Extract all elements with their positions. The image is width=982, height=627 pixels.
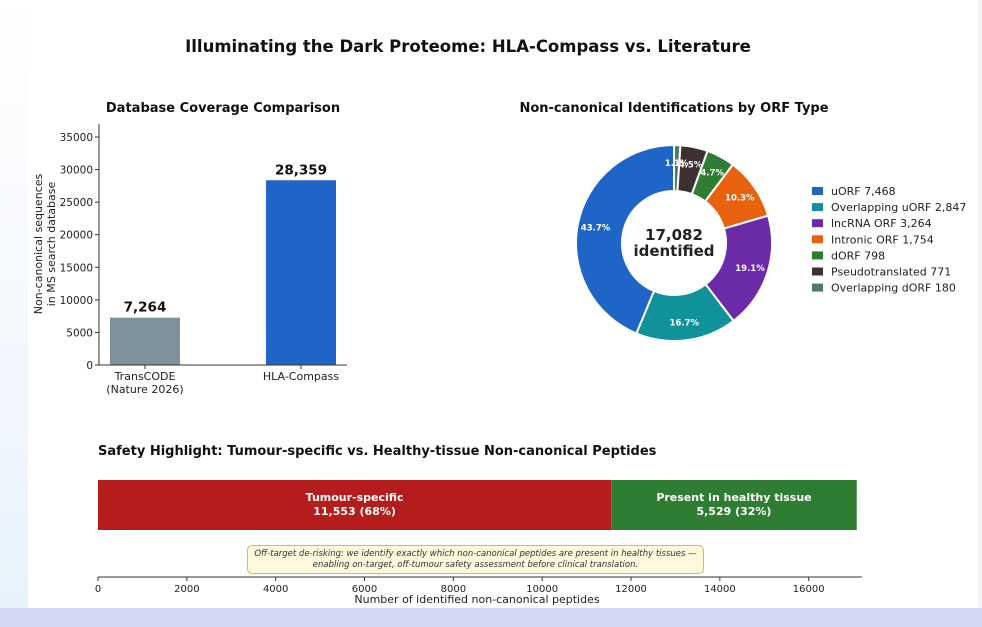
coverage-bar-chart: Database Coverage Comparison Non-canonic… <box>32 101 347 396</box>
bar-y-tick-label: 20000 <box>60 230 93 242</box>
donut-percent-label: 4.5% <box>679 161 703 171</box>
bar-y-tick-label: 15000 <box>60 262 93 274</box>
bar-y-tick-label: 25000 <box>60 197 93 209</box>
donut-legend: uORF 7,468 Overlapping uORF 2,847 lncRNA O… <box>812 185 966 295</box>
bar <box>266 180 336 365</box>
donut-slices <box>575 143 773 342</box>
legend-swatch <box>812 203 823 212</box>
safety-segment-name: Present in healthy tissue <box>656 491 811 504</box>
legend-label: Overlapping dORF 180 <box>831 282 956 295</box>
bar-value-label: 28,359 <box>275 162 327 178</box>
legend-swatch <box>812 251 823 260</box>
donut-slice <box>575 143 675 335</box>
legend-swatch <box>812 219 823 228</box>
safety-x-tick-label: 6000 <box>352 584 377 595</box>
safety-annotation: Off-target de-risking: we identify exact… <box>247 545 704 574</box>
legend-label: Overlapping uORF 2,847 <box>831 201 966 214</box>
safety-annotation-text: Off-target de-risking: we identify exact… <box>254 548 697 570</box>
safety-x-axis: 0 2000 4000 6000 8000 10000 12000 14000 16000 <box>95 576 862 595</box>
safety-x-tick-label: 8000 <box>441 584 466 595</box>
safety-segment-value: 11,553 (68%) <box>313 505 396 518</box>
legend-label: lncRNA ORF 3,264 <box>831 217 932 230</box>
bar-category-label: TransCODE <box>114 370 176 383</box>
donut-percent-labels: 1.1%4.5%4.7% 10.3% 19.1% 16.7% 43.7% <box>581 159 765 328</box>
bar-value-label: 7,264 <box>124 300 167 316</box>
legend-swatch <box>812 187 823 195</box>
bar-y-tick-label: 0 <box>86 360 93 372</box>
bar-y-tick-label: 30000 <box>60 165 93 177</box>
safety-segment <box>611 480 857 530</box>
safety-segment-value: 5,529 (32%) <box>696 505 771 518</box>
bar-chart-bars: 7,264 28,359 <box>110 162 336 365</box>
donut-percent-label: 1.1% <box>665 159 689 169</box>
bar-y-tick-label: 5000 <box>66 327 93 339</box>
donut-center-count: 17,082 <box>645 226 703 244</box>
page-background-right <box>978 0 982 608</box>
bar-chart-y-label: Non-canonical sequences in MS search data… <box>32 173 58 314</box>
legend-label: dORF 798 <box>831 249 885 262</box>
safety-x-label: Number of identified non-canonical pepti… <box>354 593 599 606</box>
legend-swatch <box>812 283 823 292</box>
legend-swatch <box>812 267 823 276</box>
bar-y-label-line: in MS search database <box>45 182 58 307</box>
bar-category-label: HLA-Compass <box>263 370 339 383</box>
legend-label: Pseudotranslated 771 <box>831 266 951 279</box>
safety-x-tick-label: 16000 <box>793 584 825 595</box>
safety-x-tick-label: 0 <box>95 584 101 595</box>
safety-x-tick-label: 4000 <box>263 584 288 595</box>
legend-swatch <box>812 235 823 244</box>
donut-percent-label: 4.7% <box>700 169 724 179</box>
safety-segment <box>98 480 612 530</box>
page-bottom-bar <box>0 608 982 627</box>
donut-center-caption: identified <box>633 242 714 260</box>
safety-x-tick-label: 2000 <box>174 584 199 595</box>
legend-label: uORF 7,468 <box>831 185 896 198</box>
bar-y-tick-label: 10000 <box>60 295 93 307</box>
safety-stacked-bar: Safety Highlight: Tumour-specific vs. He… <box>95 444 862 606</box>
donut-percent-label: 16.7% <box>670 318 700 328</box>
orf-donut-chart: Non-canonical Identifications by ORF Typ… <box>519 101 966 342</box>
legend-label: Intronic ORF 1,754 <box>831 233 934 246</box>
safety-x-tick-label: 10000 <box>526 584 558 595</box>
bar <box>110 317 180 365</box>
safety-x-tick-label: 12000 <box>615 584 647 595</box>
donut-percent-label: 19.1% <box>735 264 765 274</box>
donut-percent-label: 10.3% <box>725 194 755 204</box>
donut-percent-label: 43.7% <box>581 223 611 233</box>
safety-segment-name: Tumour-specific <box>306 491 404 504</box>
bar-chart-title: Database Coverage Comparison <box>106 101 340 116</box>
bar-chart-x-axis: TransCODE(Nature 2026) HLA-Compass <box>99 364 347 396</box>
bar-category-label: (Nature 2026) <box>106 383 183 396</box>
bar-chart-y-axis: 0 5000 10000 15000 20000 25000 30000 35000 <box>60 124 100 372</box>
safety-x-tick-label: 14000 <box>704 584 736 595</box>
page-background-left <box>0 0 28 608</box>
figure-title: Illuminating the Dark Proteome: HLA-Comp… <box>185 37 751 56</box>
bar-y-tick-label: 35000 <box>60 132 93 144</box>
figure: Illuminating the Dark Proteome: HLA-Comp… <box>32 37 966 606</box>
bar-y-label-line: Non-canonical sequences <box>32 173 45 314</box>
safety-chart-title: Safety Highlight: Tumour-specific vs. He… <box>98 444 657 459</box>
pie-chart-title: Non-canonical Identifications by ORF Typ… <box>519 101 828 116</box>
